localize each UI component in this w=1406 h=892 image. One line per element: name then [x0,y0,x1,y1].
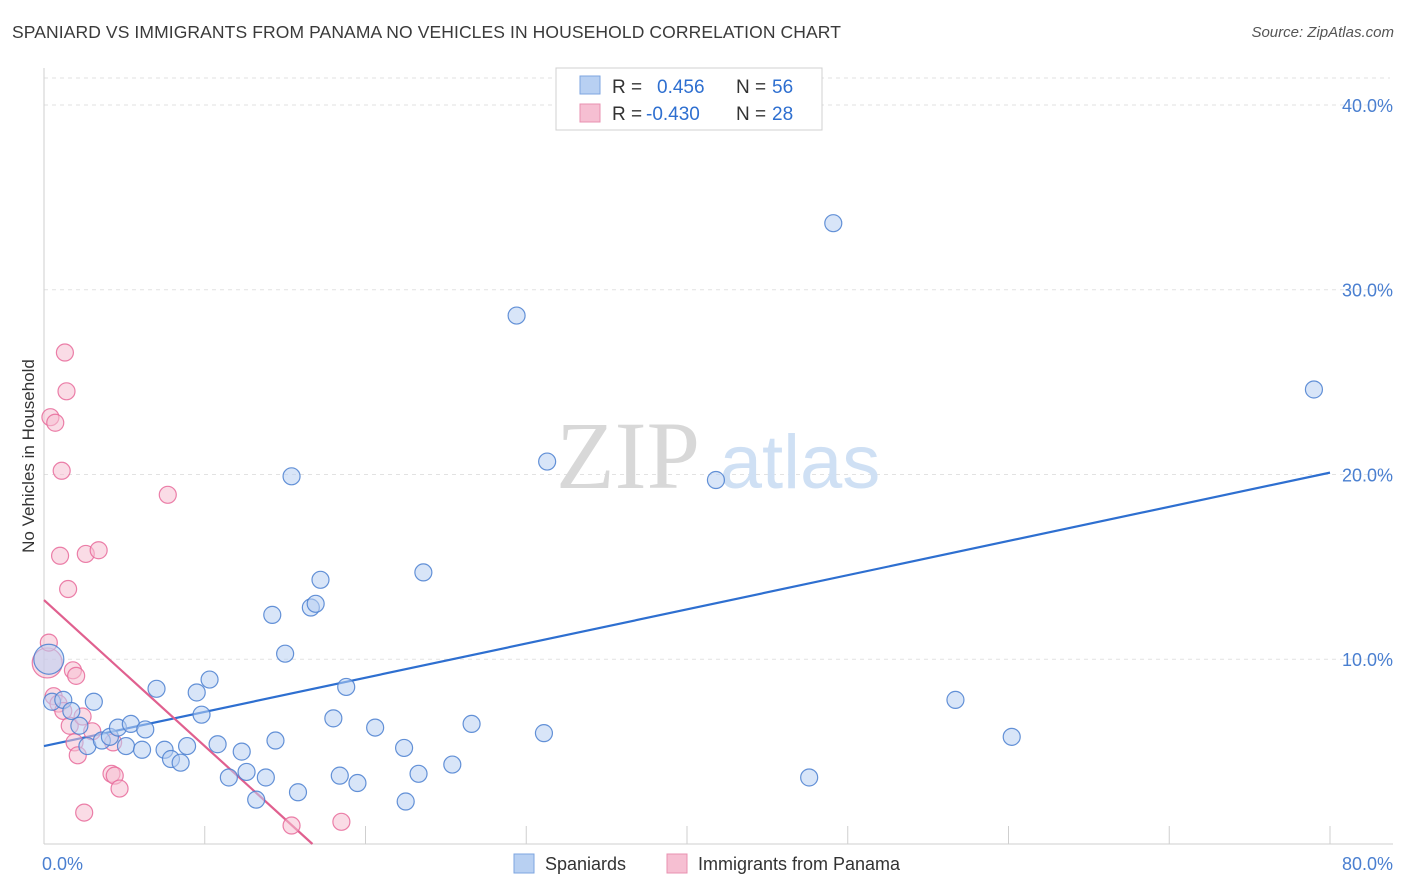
point-spaniards-26 [247,790,266,809]
point-panama-18 [75,803,94,822]
y-axis-label: No Vehicles in Household [19,359,38,553]
series-legend: Spaniards Immigrants from Panama [513,853,901,874]
point-spaniards-34 [306,594,325,613]
point-spaniards-0 [33,643,65,675]
watermark-zip: ZIP [556,402,700,509]
legend-r-value-1: 0.456 [657,77,705,98]
point-spaniards-40 [366,718,385,737]
point-spaniards-41 [394,738,414,758]
trend-lines [43,471,1331,845]
watermark: ZIP atlas [556,402,880,509]
point-panama-27 [282,816,301,835]
point-spaniards-22 [208,735,227,754]
legend-n-label-2: N = [736,104,766,125]
point-spaniards-25 [237,762,256,782]
point-spaniards-49 [538,452,557,471]
data-points [31,214,1324,835]
x-tick-label-1: 80.0% [1342,854,1393,874]
point-spaniards-35 [311,570,330,589]
point-spaniards-42 [396,792,415,811]
bottom-legend-panama: Immigrants from Panama [698,854,901,874]
legend-n-value-2: 28 [772,104,793,125]
point-spaniards-48 [534,724,554,743]
point-spaniards-45 [443,755,462,774]
point-spaniards-36 [324,709,343,728]
point-panama-9 [55,343,74,362]
y-tick-label-3: 40.0% [1342,96,1393,116]
point-spaniards-32 [288,783,308,802]
trend-line-spaniards [43,471,1331,748]
point-spaniards-18 [177,736,197,756]
bottom-legend-spaniards: Spaniards [545,854,626,874]
point-spaniards-24 [232,742,251,761]
point-spaniards-19 [187,683,206,702]
point-panama-15 [67,666,86,685]
point-panama-7 [52,461,71,480]
point-spaniards-50 [706,470,726,490]
point-spaniards-23 [219,768,238,787]
point-spaniards-27 [256,768,275,787]
grid-lines [44,77,1390,660]
point-spaniards-51 [800,768,819,787]
point-spaniards-14 [147,679,166,698]
point-spaniards-52 [824,214,843,233]
point-spaniards-44 [414,563,433,582]
point-spaniards-10 [116,736,136,756]
x-tick-label-0: 0.0% [42,854,83,874]
point-spaniards-12 [132,740,152,759]
watermark-atlas: atlas [720,420,881,505]
point-spaniards-43 [409,764,428,783]
chart-title: SPANIARD VS IMMIGRANTS FROM PANAMA NO VE… [12,22,842,42]
legend-swatch-panama [579,103,601,123]
y-tick-label-1: 20.0% [1342,465,1393,485]
legend-r-label-1: R = [612,77,642,98]
point-spaniards-17 [171,753,190,772]
point-panama-10 [57,382,76,401]
bottom-legend-swatch-spaniards [513,853,535,874]
point-panama-4 [46,413,65,432]
point-spaniards-38 [337,677,356,697]
point-spaniards-37 [330,766,349,785]
legend-n-value-1: 56 [772,77,793,98]
point-spaniards-28 [263,605,282,624]
point-panama-21 [89,541,108,560]
point-spaniards-21 [200,670,219,689]
point-spaniards-29 [266,731,285,750]
y-tick-labels: 10.0% 20.0% 30.0% 40.0% [1342,96,1393,670]
point-spaniards-54 [1002,727,1021,746]
trend-line-panama [43,599,314,845]
bottom-legend-swatch-panama [666,853,688,874]
chart-source: Source: ZipAtlas.com [1251,24,1394,41]
point-spaniards-53 [946,690,965,709]
point-spaniards-4 [70,716,89,735]
legend-swatch-spaniards [579,75,601,95]
point-spaniards-55 [1304,380,1324,399]
y-tick-label-2: 30.0% [1342,281,1393,301]
point-spaniards-13 [136,720,155,739]
point-panama-11 [59,579,78,599]
point-spaniards-30 [276,644,295,663]
point-panama-28 [332,812,351,831]
x-tick-labels: 0.0% 80.0% [42,854,1393,874]
point-panama-26 [158,485,177,504]
point-panama-25 [110,779,129,798]
legend-n-label-1: N = [736,77,766,98]
point-spaniards-6 [84,692,103,711]
point-panama-6 [50,546,70,565]
point-spaniards-20 [192,705,211,724]
point-spaniards-3 [62,701,81,721]
axes [43,68,1393,845]
point-spaniards-39 [348,773,367,793]
y-tick-label-0: 10.0% [1342,650,1393,670]
point-spaniards-31 [282,467,301,486]
stats-legend: R = 0.456 N = 56 R = -0.430 N = 28 [555,67,823,131]
point-spaniards-47 [507,306,526,325]
legend-r-label-2: R = [612,104,642,125]
point-spaniards-46 [462,714,481,734]
legend-r-value-2: -0.430 [646,104,700,125]
